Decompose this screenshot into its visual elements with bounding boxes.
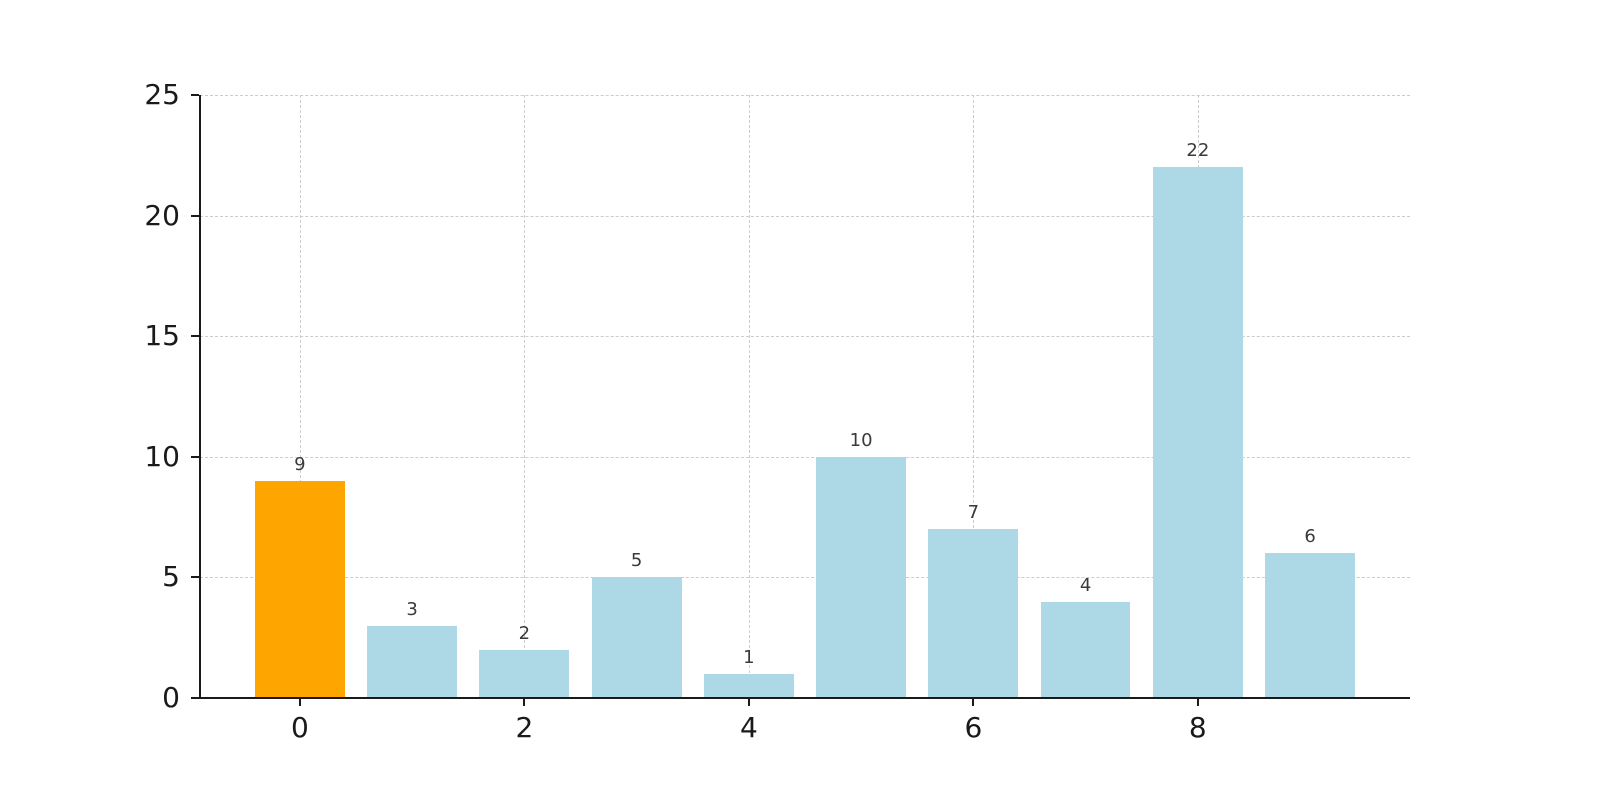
x-tick-mark bbox=[747, 698, 750, 706]
bar-value-label: 7 bbox=[967, 502, 980, 524]
y-tick-mark bbox=[191, 214, 199, 217]
gridline-vertical bbox=[524, 95, 526, 698]
bar bbox=[1265, 553, 1355, 698]
bar bbox=[1152, 167, 1243, 698]
x-tick-mark bbox=[298, 698, 301, 706]
y-tick-label: 10 bbox=[144, 439, 180, 473]
y-tick-label: 5 bbox=[162, 560, 180, 594]
x-tick-label: 6 bbox=[964, 711, 983, 744]
bar bbox=[479, 649, 570, 698]
bar-value-label: 3 bbox=[406, 598, 418, 620]
bar bbox=[591, 577, 682, 698]
x-tick-mark bbox=[1196, 698, 1199, 706]
x-tick-mark bbox=[523, 698, 526, 706]
y-tick-label: 0 bbox=[162, 681, 180, 714]
bar bbox=[703, 673, 794, 698]
y-tick-mark bbox=[191, 94, 199, 96]
x-tick-mark bbox=[972, 698, 975, 706]
bar bbox=[928, 529, 1019, 698]
bar bbox=[367, 625, 458, 698]
x-tick-label: 4 bbox=[739, 711, 758, 744]
x-axis-line bbox=[199, 697, 1410, 699]
bar-value-label: 5 bbox=[630, 550, 643, 572]
bar bbox=[816, 456, 906, 698]
x-tick-label: 0 bbox=[290, 711, 309, 744]
x-tick-label: 2 bbox=[515, 711, 534, 744]
bar-value-label: 1 bbox=[743, 646, 755, 668]
y-tick-mark bbox=[191, 576, 199, 579]
bar-value-label: 22 bbox=[1186, 140, 1210, 162]
bar-value-label: 6 bbox=[1304, 526, 1316, 548]
x-tick-label: 8 bbox=[1188, 711, 1207, 744]
y-tick-label: 15 bbox=[144, 319, 180, 353]
bar-value-label: 2 bbox=[518, 622, 531, 644]
bar-value-label: 9 bbox=[294, 453, 306, 475]
y-tick-label: 25 bbox=[144, 78, 180, 111]
bar bbox=[1040, 601, 1131, 698]
y-axis-line bbox=[199, 95, 201, 699]
y-tick-mark bbox=[191, 335, 199, 338]
y-tick-mark bbox=[191, 697, 199, 699]
bar-value-label: 10 bbox=[849, 429, 873, 451]
bar-value-label: 4 bbox=[1079, 574, 1092, 596]
bar bbox=[255, 480, 345, 698]
gridline-vertical bbox=[748, 95, 750, 698]
y-tick-label: 20 bbox=[144, 198, 180, 232]
gridline-horizontal bbox=[200, 95, 1410, 96]
y-tick-mark bbox=[191, 455, 199, 458]
